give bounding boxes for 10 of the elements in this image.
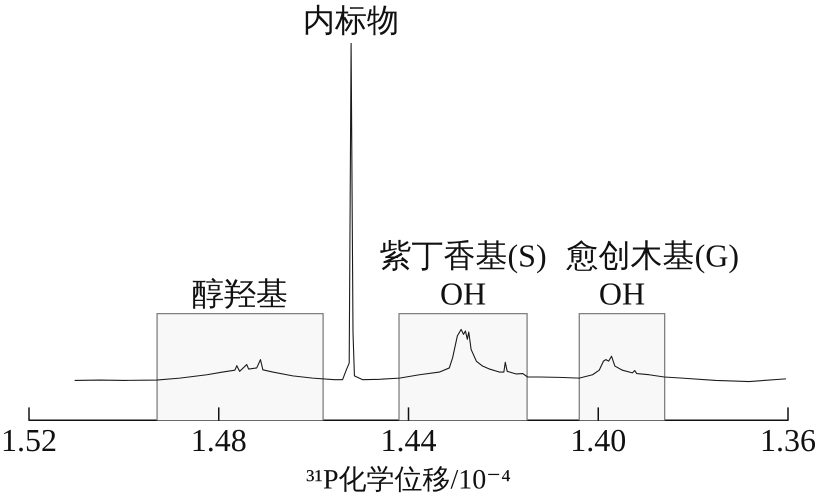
band-label: 醇羟基: [192, 276, 288, 312]
x-tick-label: 1.48: [190, 422, 247, 458]
band-label: 紫丁香基(S) OH: [380, 238, 547, 312]
x-tick-label: 1.44: [380, 422, 436, 458]
x-tick-label: 1.52: [1, 422, 57, 458]
band-label: 愈创木基(G) OH: [566, 238, 740, 312]
x-axis-title: ³¹P化学位移/10⁻⁴: [306, 464, 511, 496]
x-tick-label: 1.40: [570, 422, 626, 458]
annotation: 内标物: [303, 2, 400, 38]
x-tick-label: 1.36: [760, 422, 815, 458]
